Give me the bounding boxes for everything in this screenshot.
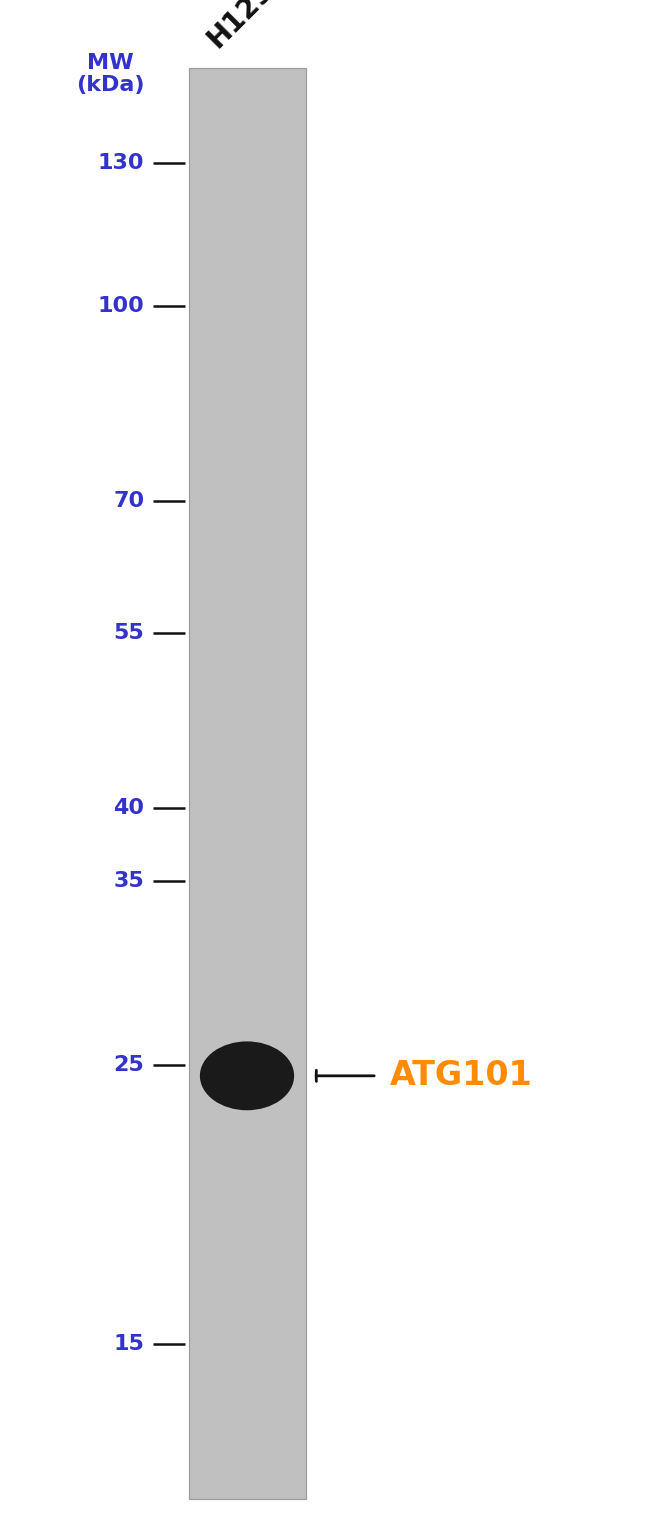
Text: 35: 35: [114, 871, 144, 890]
Text: 40: 40: [113, 798, 144, 818]
Text: MW
(kDa): MW (kDa): [76, 53, 145, 94]
Ellipse shape: [200, 1042, 294, 1110]
Text: 100: 100: [98, 297, 144, 316]
Text: 15: 15: [114, 1334, 144, 1355]
Text: 130: 130: [98, 153, 144, 173]
Text: 70: 70: [113, 492, 144, 512]
Bar: [188, 68, 306, 1499]
Text: ATG101: ATG101: [390, 1060, 533, 1092]
Text: 25: 25: [114, 1055, 144, 1075]
Text: H1299: H1299: [202, 0, 292, 53]
Text: 55: 55: [114, 624, 144, 643]
